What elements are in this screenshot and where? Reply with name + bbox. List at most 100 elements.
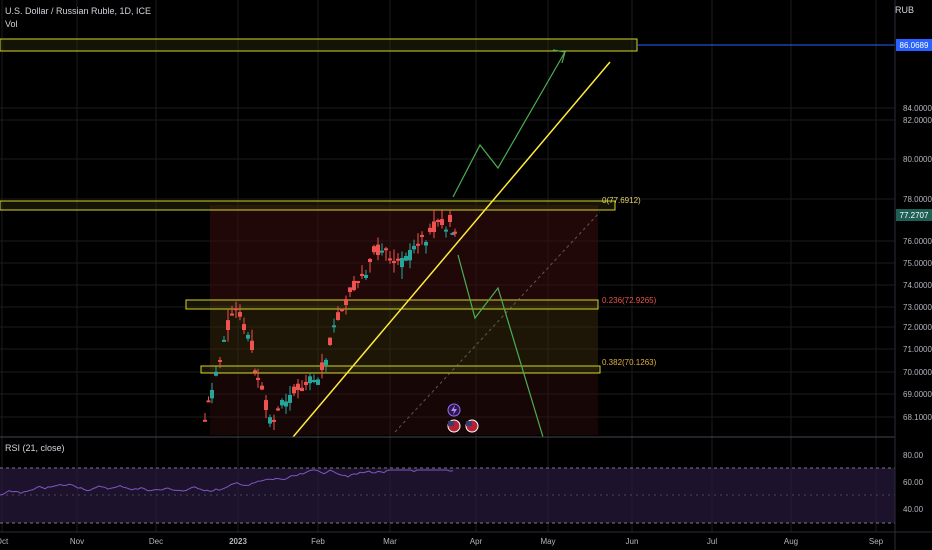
candle-body (392, 261, 396, 264)
candle-body (400, 258, 404, 268)
candle-body (210, 390, 214, 399)
price-tick: 74.0000 (903, 281, 932, 290)
candle-body (226, 320, 230, 330)
candle-body (372, 246, 376, 253)
candle-body (242, 324, 246, 330)
price-tick: 69.0000 (903, 390, 932, 399)
time-tick: Apr (470, 537, 483, 546)
last-price-badge (896, 209, 932, 221)
candle-body (264, 400, 268, 410)
candle-body (268, 417, 272, 424)
candle-body (360, 273, 364, 276)
price-tick: 70.0000 (903, 368, 932, 377)
time-tick: Aug (784, 537, 798, 546)
price-tick: 84.0000 (903, 104, 932, 113)
time-tick: Nov (70, 537, 84, 546)
fib-zone-mid (210, 305, 598, 370)
price-tick: 73.0000 (903, 303, 932, 312)
candle-body (340, 309, 344, 312)
candle-body (203, 419, 207, 422)
time-tick: Sep (869, 537, 884, 546)
time-tick: Dec (149, 537, 163, 546)
lightning-event-icon[interactable] (447, 403, 461, 417)
candle-body (234, 308, 238, 311)
bullish-projection-path[interactable] (452, 51, 566, 198)
candle-body (320, 362, 324, 370)
candle-body (332, 325, 336, 328)
time-tick: 2023 (229, 537, 247, 546)
candle-body (396, 258, 400, 261)
candle-body (250, 340, 254, 350)
candle-body (276, 408, 280, 411)
resistance-zone-0[interactable] (0, 200, 616, 211)
rsi-scale[interactable]: 80.00 60.00 40.00 (903, 451, 924, 514)
candle-body (408, 250, 412, 261)
time-tick: Oct (0, 537, 9, 546)
bearish-projection-path[interactable] (457, 254, 544, 438)
uptrend-line[interactable] (292, 61, 611, 438)
price-tick: 71.0000 (903, 345, 932, 354)
candle-body (280, 400, 284, 406)
currency-label: RUB (894, 5, 914, 15)
candle-body (316, 379, 320, 385)
candle-body (253, 370, 257, 373)
price-tick: 72.0000 (903, 323, 932, 332)
price-scale[interactable]: 84.0000 82.0000 80.0000 78.0000 76.0000 75.00… (903, 104, 932, 422)
candle-body (432, 221, 436, 232)
candle-body (344, 299, 348, 305)
candle-body (352, 280, 356, 290)
rsi-band (0, 468, 895, 523)
rsi-tick: 40.00 (903, 505, 924, 514)
candle-body (260, 385, 264, 390)
candle-body (380, 250, 384, 253)
candle-body (272, 419, 276, 422)
candle-body (230, 313, 234, 316)
support-zone-236[interactable] (185, 299, 599, 310)
candle-body (450, 232, 455, 235)
time-tick: May (540, 537, 555, 546)
candle-body (436, 219, 440, 222)
candle-body (440, 219, 444, 225)
target-price-badge (896, 39, 932, 51)
time-axis[interactable]: Oct Nov Dec 2023 Feb Mar Apr May Jun Jul Aug Sep (0, 537, 884, 546)
rsi-legend[interactable]: RSI (21, close) (5, 443, 65, 453)
fib-zone-low (210, 370, 598, 435)
price-tick: 78.0000 (903, 195, 932, 204)
candle-body (284, 401, 288, 407)
bullish-projection-arrowhead (552, 49, 566, 64)
candle-body (376, 244, 380, 255)
candle-body (292, 386, 296, 394)
symbol-title[interactable]: U.S. Dollar / Russian Ruble, 1D, ICE (5, 6, 152, 16)
candle-body (308, 376, 312, 384)
candle-body (324, 359, 328, 366)
fib-label-236: 0.236(72.9265) (602, 296, 657, 305)
candlestick-series (203, 209, 457, 431)
rsi-tick: 60.00 (903, 478, 924, 487)
support-zone-382[interactable] (200, 365, 601, 374)
candle-body (336, 312, 340, 320)
candle-body (246, 334, 250, 339)
candle-body (368, 258, 372, 262)
us-flag-icon[interactable] (447, 419, 461, 433)
candle-body (218, 359, 222, 362)
resistance-zone-top[interactable] (0, 38, 638, 52)
rsi-line (0, 469, 454, 496)
us-flag-icon[interactable] (465, 419, 479, 433)
candle-body (448, 214, 452, 222)
time-tick: Jun (626, 537, 639, 546)
volume-label[interactable]: Vol (5, 19, 18, 29)
candle-body (288, 395, 292, 403)
candle-body (356, 280, 360, 283)
candle-body (206, 400, 211, 403)
price-tick: 76.0000 (903, 237, 932, 246)
candle-body (238, 312, 242, 317)
candle-body (364, 274, 368, 278)
target-price-badge-text: 86.0689 (900, 41, 929, 50)
time-tick: Jul (707, 537, 717, 546)
candle-body (256, 377, 260, 380)
candle-body (312, 380, 316, 382)
time-tick: Mar (383, 537, 397, 546)
time-tick: Feb (311, 537, 325, 546)
candle-body (444, 229, 448, 232)
